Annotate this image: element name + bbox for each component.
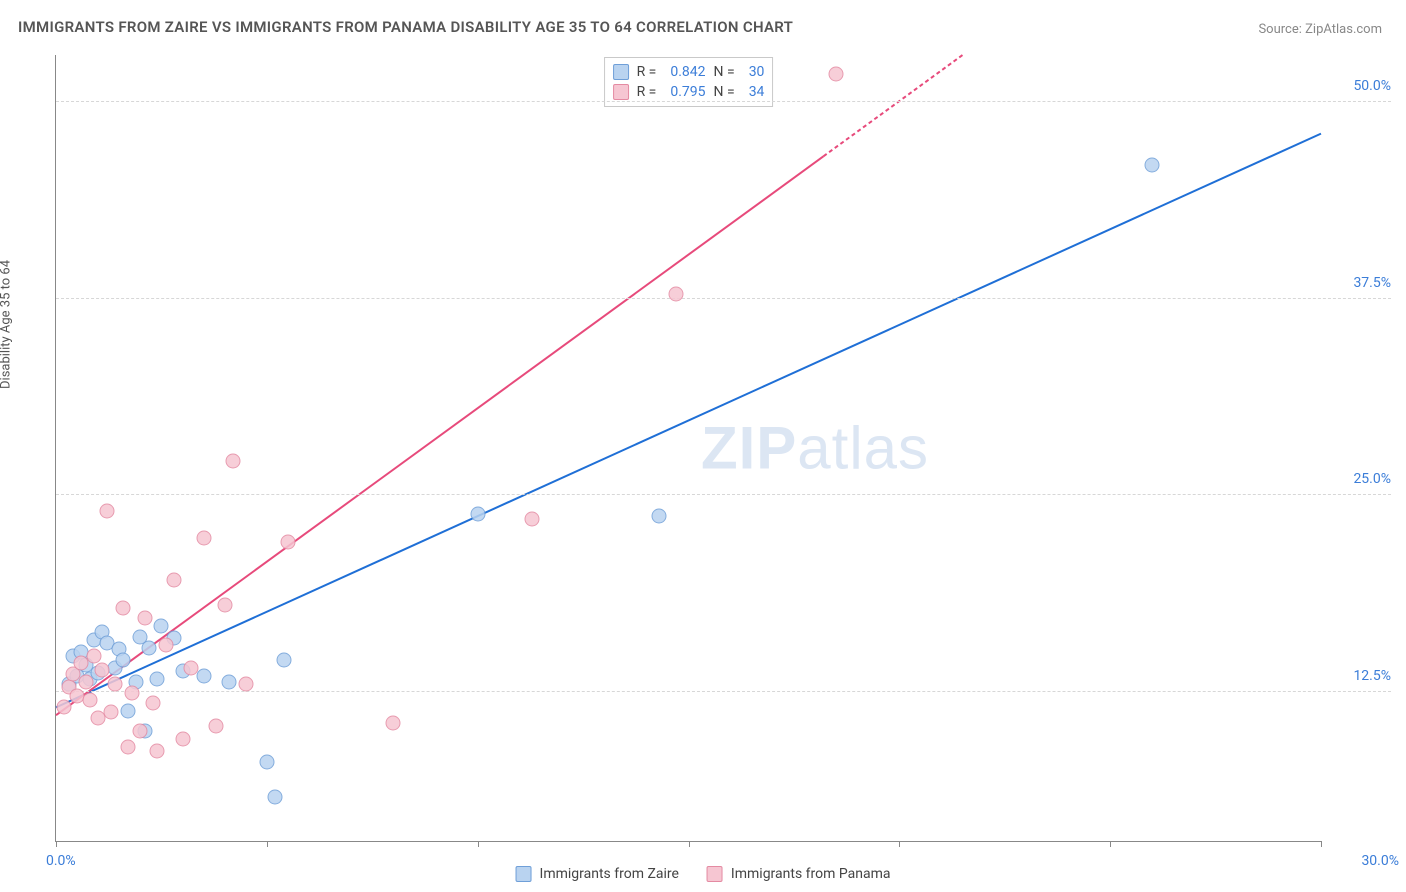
scatter-point-zaire xyxy=(276,653,291,668)
stat-r: R =0.842 xyxy=(637,64,706,80)
stats-legend-row: R =0.842 N =30 xyxy=(613,62,765,82)
scatter-point-panama xyxy=(116,601,131,616)
scatter-point-panama xyxy=(196,530,211,545)
source-attribution: Source: ZipAtlas.com xyxy=(1258,22,1382,37)
scatter-point-panama xyxy=(133,723,148,738)
scatter-point-panama xyxy=(108,676,123,691)
scatter-point-zaire xyxy=(1145,158,1160,173)
scatter-point-panama xyxy=(829,66,844,81)
scatter-point-panama xyxy=(280,535,295,550)
x-tick xyxy=(1110,841,1111,847)
scatter-point-panama xyxy=(145,695,160,710)
y-tick-label: 12.5% xyxy=(1331,668,1391,684)
scatter-point-zaire xyxy=(259,755,274,770)
x-tick xyxy=(56,841,57,847)
legend-swatch xyxy=(707,866,723,882)
legend-swatch xyxy=(516,866,532,882)
chart-title: IMMIGRANTS FROM ZAIRE VS IMMIGRANTS FROM… xyxy=(18,18,793,36)
scatter-point-panama xyxy=(57,700,72,715)
legend-swatch xyxy=(613,64,629,80)
scatter-point-panama xyxy=(150,744,165,759)
source-label: Source: xyxy=(1258,22,1301,37)
scatter-point-zaire xyxy=(154,618,169,633)
scatter-point-panama xyxy=(124,686,139,701)
trend-lines xyxy=(56,55,1321,841)
scatter-point-panama xyxy=(137,610,152,625)
scatter-point-panama xyxy=(167,573,182,588)
stat-r: R =0.795 xyxy=(637,84,706,100)
legend-swatch xyxy=(613,84,629,100)
y-tick-label: 37.5% xyxy=(1331,275,1391,291)
scatter-point-zaire xyxy=(196,668,211,683)
x-tick xyxy=(689,841,690,847)
series-legend: Immigrants from Zaire Immigrants from Pan… xyxy=(516,866,891,882)
x-tick xyxy=(899,841,900,847)
scatter-plot-area: ZIPatlas R =0.842N =30R =0.795N =34 0.0%… xyxy=(55,55,1321,842)
y-axis-label: Disability Age 35 to 64 xyxy=(0,260,14,389)
scatter-point-zaire xyxy=(150,672,165,687)
scatter-point-zaire xyxy=(268,789,283,804)
scatter-point-zaire xyxy=(116,653,131,668)
scatter-point-panama xyxy=(78,675,93,690)
gridline xyxy=(56,494,1391,495)
scatter-point-zaire xyxy=(470,507,485,522)
scatter-point-panama xyxy=(525,511,540,526)
x-axis-end-label: 30.0% xyxy=(1361,853,1399,869)
y-tick-label: 25.0% xyxy=(1331,471,1391,487)
gridline xyxy=(56,101,1391,102)
x-tick xyxy=(478,841,479,847)
scatter-point-zaire xyxy=(651,508,666,523)
trend-line-zaire xyxy=(56,134,1321,708)
gridline xyxy=(56,298,1391,299)
scatter-point-zaire xyxy=(141,640,156,655)
scatter-point-panama xyxy=(158,637,173,652)
x-axis-origin-label: 0.0% xyxy=(46,853,76,869)
scatter-point-panama xyxy=(238,676,253,691)
y-tick-label: 50.0% xyxy=(1331,78,1391,94)
trend-line-dashed-panama xyxy=(823,55,962,156)
legend-item-zaire: Immigrants from Zaire xyxy=(516,866,679,882)
correlation-stats-legend: R =0.842 N =30 R =0.795 N =34 xyxy=(604,57,774,107)
scatter-point-panama xyxy=(226,453,241,468)
scatter-point-panama xyxy=(86,648,101,663)
scatter-point-panama xyxy=(99,503,114,518)
gridline xyxy=(56,691,1391,692)
legend-item-panama: Immigrants from Panama xyxy=(707,866,891,882)
legend-label: Immigrants from Panama xyxy=(731,866,891,882)
scatter-point-panama xyxy=(386,716,401,731)
scatter-point-panama xyxy=(175,731,190,746)
scatter-point-zaire xyxy=(120,703,135,718)
stat-n: N =34 xyxy=(714,84,765,100)
scatter-point-panama xyxy=(120,739,135,754)
stat-n: N =30 xyxy=(714,64,765,80)
x-tick xyxy=(267,841,268,847)
scatter-point-panama xyxy=(95,662,110,677)
x-axis-ticks xyxy=(56,841,1321,847)
legend-label: Immigrants from Zaire xyxy=(540,866,679,882)
source-link[interactable]: ZipAtlas.com xyxy=(1305,22,1382,37)
scatter-point-panama xyxy=(209,719,224,734)
scatter-point-panama xyxy=(668,286,683,301)
stats-legend-row: R =0.795 N =34 xyxy=(613,82,765,102)
scatter-point-zaire xyxy=(221,675,236,690)
scatter-point-panama xyxy=(183,661,198,676)
scatter-point-panama xyxy=(217,598,232,613)
scatter-point-panama xyxy=(103,705,118,720)
scatter-point-panama xyxy=(82,692,97,707)
x-tick xyxy=(1321,841,1322,847)
